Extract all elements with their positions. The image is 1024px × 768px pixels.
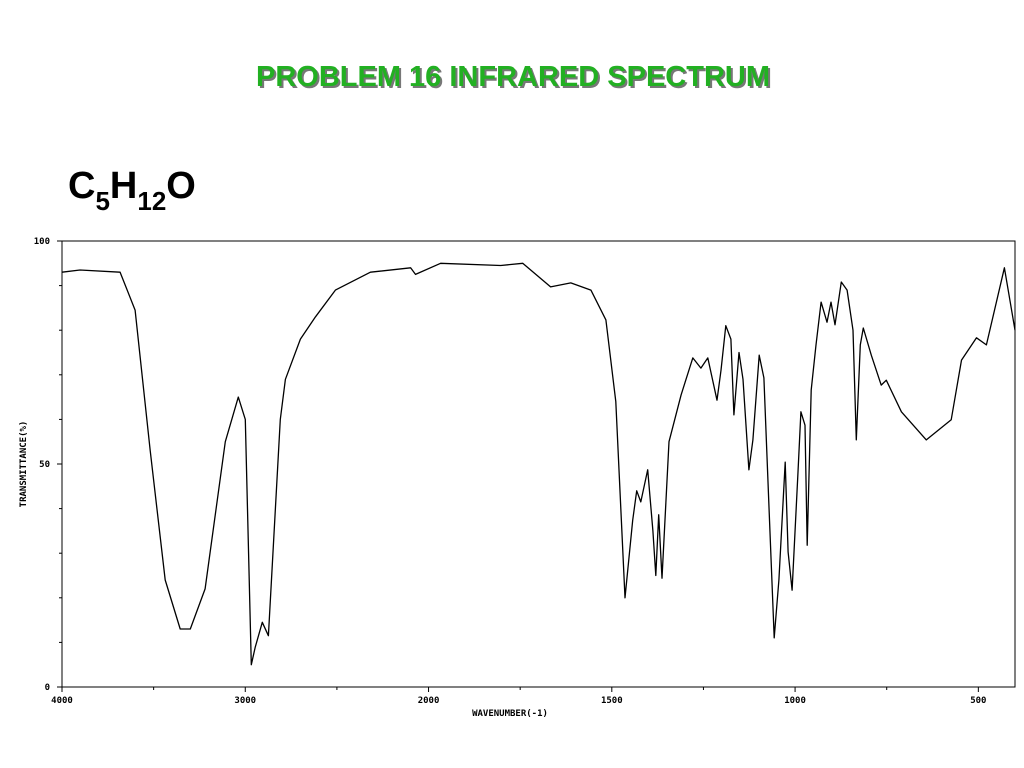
y-tick-label: 50 xyxy=(39,460,50,470)
y-axis-label: TRANSMITTANCE(%) xyxy=(19,421,29,508)
x-tick-label: 500 xyxy=(970,696,986,706)
x-tick-label: 3000 xyxy=(234,696,256,706)
x-tick-label: 4000 xyxy=(51,696,73,706)
formula-part: C xyxy=(68,165,95,207)
chart-title: PROBLEM 16 INFRARED SPECTRUM xyxy=(256,61,770,93)
x-tick-label: 1000 xyxy=(784,696,806,706)
plot-frame xyxy=(61,240,1016,688)
x-axis-label: WAVENUMBER(-1) xyxy=(472,709,548,719)
title-shadow: PROBLEM 16 INFRARED SPECTRUM xyxy=(258,63,772,95)
spectrum-line xyxy=(61,262,1016,666)
x-tick-label: 1500 xyxy=(601,696,623,706)
formula-part: H xyxy=(110,165,137,207)
y-tick-label: 100 xyxy=(34,237,50,247)
formula-part: O xyxy=(166,165,196,207)
x-tick-label: 2000 xyxy=(418,696,440,706)
formula: C5H12O xyxy=(68,165,196,216)
formula-sub: 5 xyxy=(95,186,109,216)
formula-sub: 12 xyxy=(137,186,166,216)
y-tick-label: 0 xyxy=(45,683,50,693)
